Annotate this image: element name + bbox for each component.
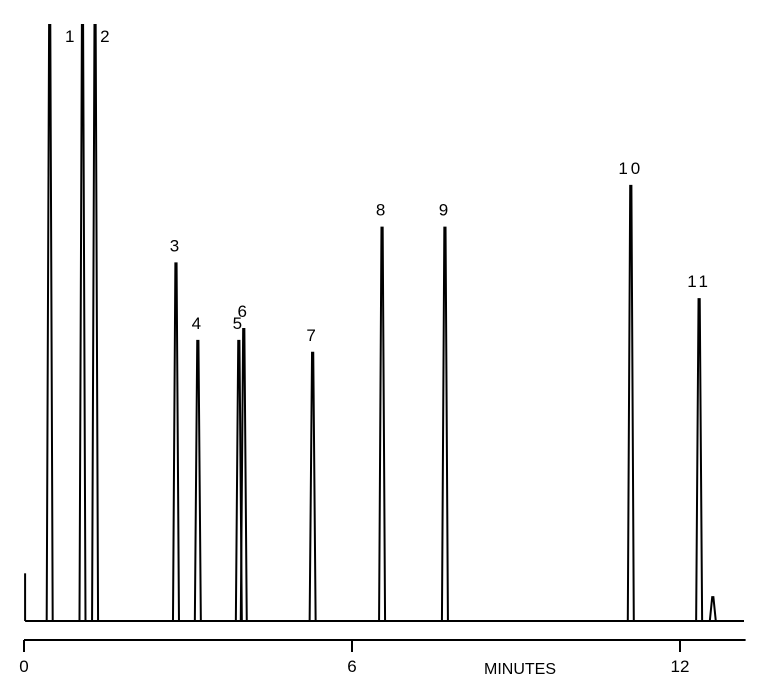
chromatogram-trace-group xyxy=(24,24,744,622)
x-tick-label: 12 xyxy=(671,657,690,676)
peak-label-9: 9 xyxy=(439,201,451,220)
x-axis-title: MINUTES xyxy=(484,661,556,678)
peak-2 xyxy=(91,24,100,622)
peak-label-3: 3 xyxy=(170,236,182,255)
peak-6 xyxy=(239,327,248,622)
x-tick-label: 6 xyxy=(347,657,356,676)
peak-3 xyxy=(171,262,180,622)
peak-9 xyxy=(440,226,449,622)
peak-7 xyxy=(308,351,317,622)
peak-11 xyxy=(695,298,704,622)
peak-8 xyxy=(378,226,387,622)
peak-label-group: 1 2 3 4 56 7 8 9 10 11 xyxy=(65,27,711,345)
peak-4 xyxy=(193,339,202,622)
peak-label-8: 8 xyxy=(376,201,388,220)
peak-label-5: 5 xyxy=(233,314,245,333)
x-axis: 0 6 12 xyxy=(19,639,746,676)
peak-label-11: 11 xyxy=(687,272,711,291)
peak-5 xyxy=(234,339,243,622)
peak-label-10: 10 xyxy=(618,159,643,178)
peak-1 xyxy=(78,24,87,622)
peak-label-2: 2 xyxy=(100,27,112,46)
x-tick-label: 0 xyxy=(19,657,28,676)
peak-label-4: 4 xyxy=(192,314,204,333)
peak-10 xyxy=(626,184,635,622)
minor-peak xyxy=(708,596,717,622)
peak-label-6: 6 xyxy=(238,302,250,321)
minor-peak xyxy=(45,24,54,622)
peak-label-7: 7 xyxy=(306,326,318,345)
peak-label-1: 1 xyxy=(65,27,77,46)
